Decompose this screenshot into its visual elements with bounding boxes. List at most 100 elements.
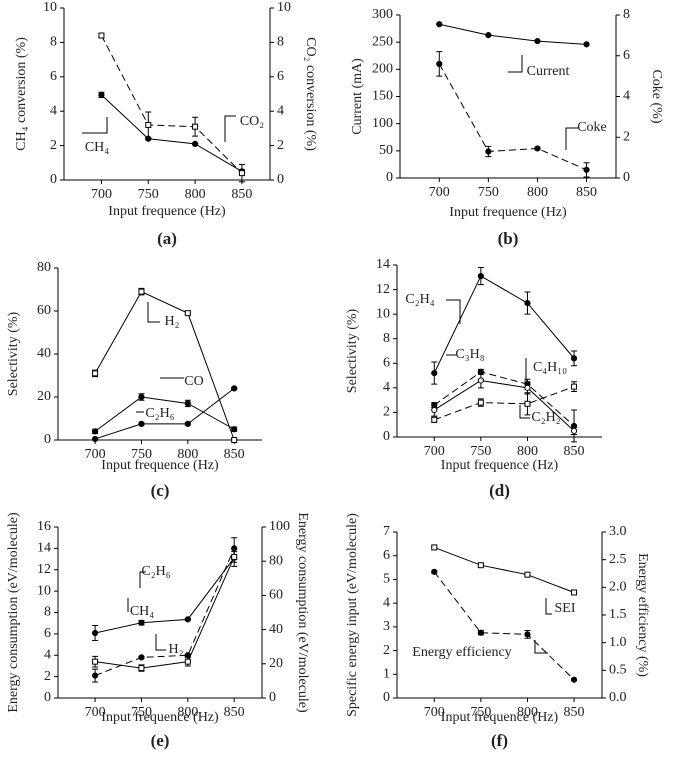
y-tick-label: 10 [43, 0, 57, 15]
y-axis-label: CH₄ conversion (%) [14, 37, 29, 151]
series-line [94, 291, 235, 441]
point [184, 658, 191, 665]
series-line [94, 388, 235, 440]
series-label: CH₄ [85, 140, 109, 155]
y-axis-label: Selectivity (%) [345, 308, 360, 393]
series-label: CH₄ [130, 604, 154, 619]
y-tick-label: 6 [44, 626, 51, 641]
point [570, 355, 578, 362]
point [98, 32, 105, 39]
y-tick-label: 0 [44, 690, 51, 705]
series-label: CO₂ [240, 114, 264, 129]
point [184, 420, 191, 427]
y-tick-label: 10 [376, 306, 390, 321]
y2-axis-label: Energy efficiency (%) [635, 553, 650, 677]
y-axis-label: Selectivity (%) [6, 311, 21, 396]
point [192, 123, 199, 130]
panel-label: (a) [157, 229, 177, 248]
point [431, 406, 438, 414]
series-line [433, 275, 575, 374]
y2-tick-label: 1.0 [609, 635, 627, 650]
x-tick-label: 750 [478, 185, 499, 200]
series-line [439, 23, 587, 45]
point [436, 60, 443, 68]
point [231, 385, 238, 392]
x-tick-label: 800 [517, 444, 538, 459]
x-axis-label: Input frequence (Hz) [101, 458, 219, 473]
series-label: C₃H₈ [455, 347, 484, 362]
y2-tick-label: 1.5 [609, 607, 627, 622]
y2-axis-label: Coke (%) [649, 69, 664, 123]
y-tick-label: 8 [383, 331, 390, 346]
y-tick-label: 2 [50, 138, 57, 153]
y2-tick-label: 6 [623, 48, 630, 63]
point [436, 21, 443, 28]
y2-tick-label: 0.5 [609, 663, 627, 678]
y-tick-label: 2 [383, 643, 390, 658]
y-tick-label: 0 [386, 170, 393, 185]
y-tick-label: 0 [383, 429, 390, 444]
series-label: Coke [577, 120, 607, 135]
annotation-leader [446, 299, 461, 324]
x-tick-label: 700 [85, 447, 106, 462]
x-axis-label: Input frequence (Hz) [101, 710, 219, 725]
x-tick-label: 800 [177, 447, 198, 462]
point [583, 41, 590, 48]
series-label: Current [527, 64, 570, 79]
x-tick-label: 800 [527, 185, 548, 200]
y2-tick-label: 2.0 [609, 580, 627, 595]
series-label: C₂H₆ [145, 406, 174, 421]
series-line [94, 396, 235, 432]
y-tick-label: 3 [383, 619, 390, 634]
x-axis-label: Input frequence (Hz) [441, 458, 559, 473]
series-line [101, 94, 243, 172]
y2-tick-label: 0 [269, 690, 276, 705]
point [485, 148, 492, 155]
point [231, 437, 238, 443]
y-tick-label: 8 [50, 35, 57, 50]
y2-tick-label: 8 [277, 35, 284, 50]
series-line [94, 557, 235, 634]
point [138, 288, 145, 295]
y-tick-label: 40 [37, 346, 51, 361]
panel-label: (f) [491, 731, 508, 750]
y-tick-label: 2 [383, 405, 390, 420]
point [231, 545, 238, 552]
point [91, 629, 99, 637]
series-line [95, 556, 235, 669]
point [138, 619, 145, 626]
panel-label: (d) [489, 481, 510, 500]
y-tick-label: 20 [37, 389, 51, 404]
annotation-leader [519, 405, 530, 419]
point [524, 299, 531, 307]
x-tick-label: 850 [224, 447, 245, 462]
x-tick-label: 850 [564, 705, 585, 720]
point [571, 383, 578, 390]
x-tick-label: 850 [576, 185, 597, 200]
y-axis-label: Current (mA) [350, 58, 365, 135]
point [431, 416, 438, 423]
x-tick-label: 800 [185, 187, 206, 202]
y-tick-label: 300 [372, 7, 393, 22]
x-axis-label: Input frequence (Hz) [108, 204, 226, 219]
series-line [438, 63, 587, 171]
y2-axis-label: Energy consumption (eV/molecule) [295, 512, 310, 713]
point [431, 370, 438, 377]
y2-tick-label: 6 [277, 69, 284, 84]
panel-label: (e) [151, 731, 170, 750]
y-tick-label: 12 [37, 562, 51, 577]
panel-label: (b) [498, 229, 519, 248]
point [477, 629, 484, 636]
y-tick-label: 50 [379, 143, 393, 158]
series-line [433, 571, 575, 681]
annotation-leader [224, 115, 236, 142]
x-tick-label: 700 [424, 444, 445, 459]
y-axis-label: Specific energy input (eV/molecule) [345, 513, 360, 717]
series-label: C₄H₁₀ [533, 360, 567, 375]
y-tick-label: 100 [372, 116, 393, 131]
annotation-leader [508, 55, 523, 73]
point [92, 370, 99, 377]
x-tick-label: 750 [470, 444, 491, 459]
